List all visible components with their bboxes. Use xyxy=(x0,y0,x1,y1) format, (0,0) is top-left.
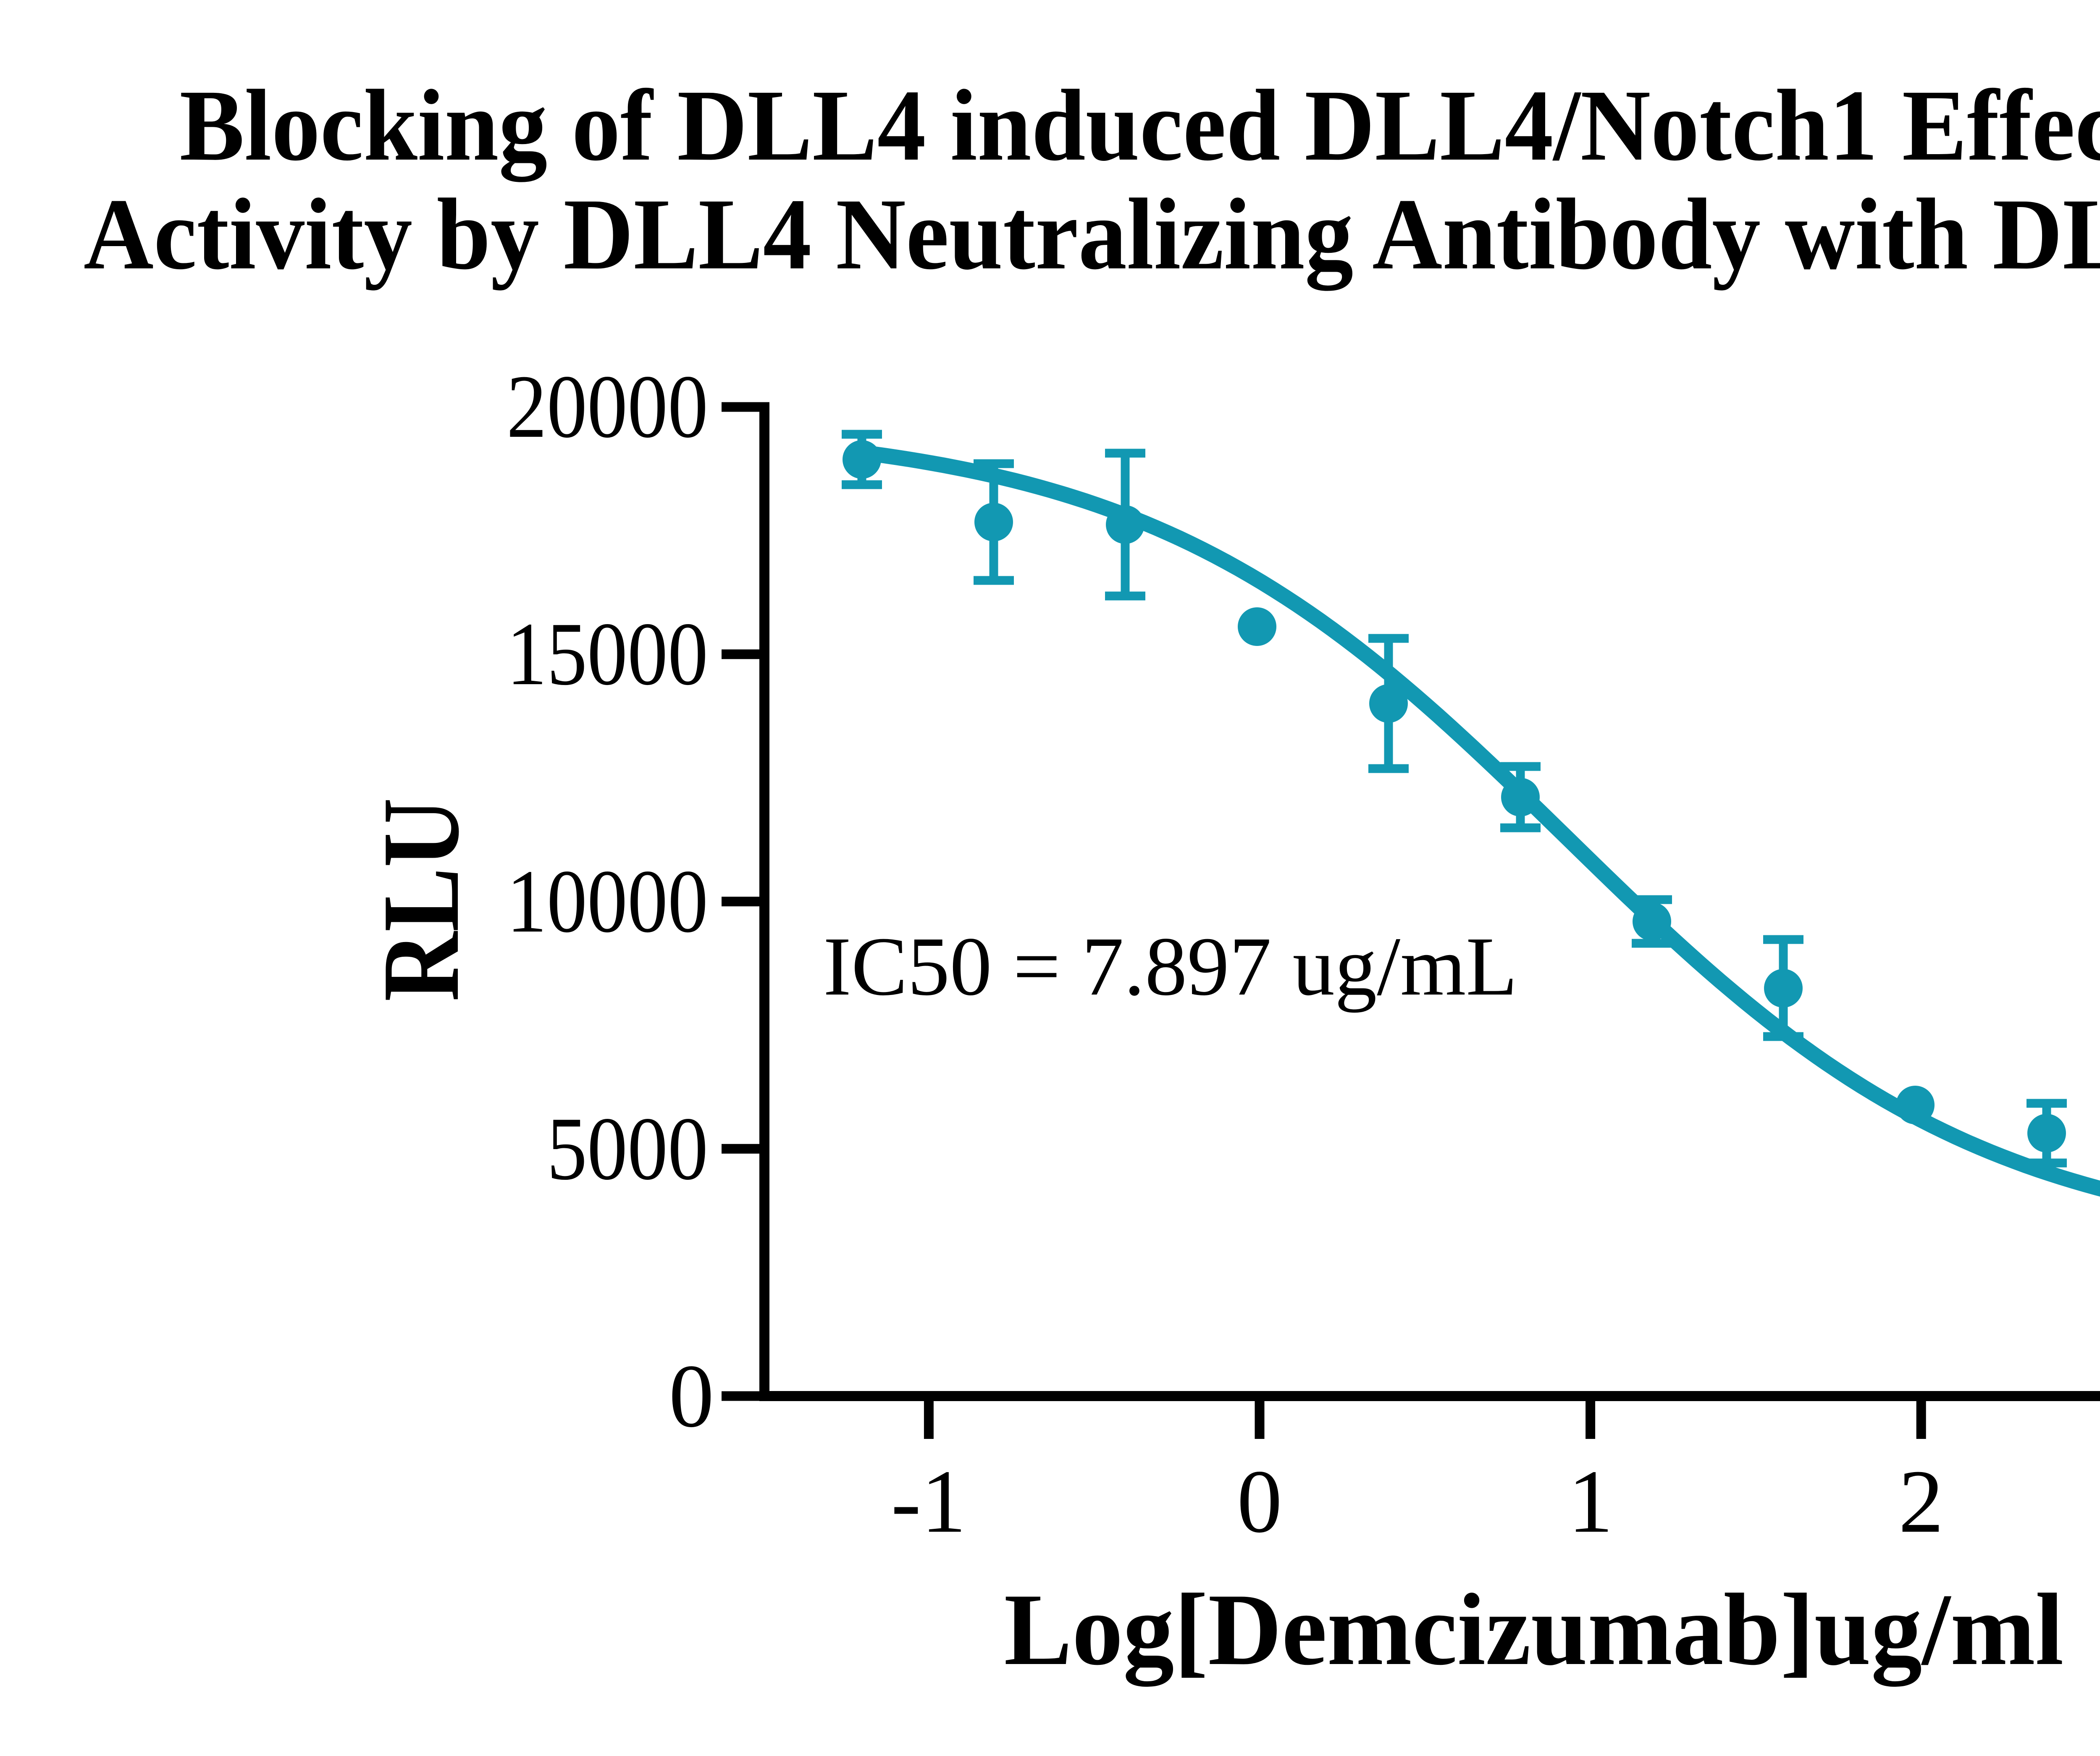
svg-text:5000: 5000 xyxy=(547,1098,708,1199)
svg-text:0: 0 xyxy=(1237,1451,1282,1551)
svg-text:Log[Demcizumab]ug/ml: Log[Demcizumab]ug/ml xyxy=(1004,1572,2064,1687)
svg-text:Activity by DLL4 Neutralizing: Activity by DLL4 Neutralizing Antibody w… xyxy=(84,177,2100,291)
svg-text:RLU: RLU xyxy=(360,798,482,1002)
svg-text:20000: 20000 xyxy=(507,356,708,457)
svg-text:10000: 10000 xyxy=(507,851,708,951)
svg-text:1: 1 xyxy=(1568,1451,1613,1551)
svg-text:0: 0 xyxy=(669,1346,714,1446)
svg-text:2: 2 xyxy=(1898,1451,1944,1551)
svg-text:IC50 = 7.897 ug/mL: IC50 = 7.897 ug/mL xyxy=(823,920,1517,1013)
svg-text:Blocking of DLL4 induced DLL4/: Blocking of DLL4 induced DLL4/Notch1 Eff… xyxy=(180,68,2100,182)
svg-text:15000: 15000 xyxy=(507,604,708,704)
svg-text:-1: -1 xyxy=(891,1451,966,1551)
